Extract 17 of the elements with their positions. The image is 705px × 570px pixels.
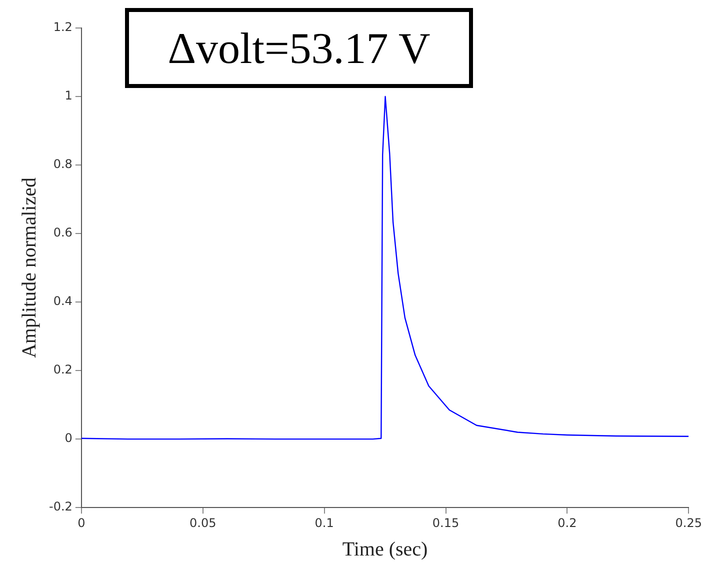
annotation: Δvolt=53.17 V (125, 8, 473, 88)
x-tick-label: 0.25 (675, 516, 702, 530)
x-tick-label: 0 (78, 516, 86, 530)
x-tick-label: 0.15 (432, 516, 460, 530)
y-tick-label: 0.2 (53, 362, 72, 377)
y-tick-label: 0.8 (53, 157, 72, 172)
x-axis-title: Time (sec) (342, 538, 428, 560)
x-tick-label: 0.2 (558, 516, 577, 530)
y-tick-label: 1.2 (53, 20, 72, 34)
y-tick-label: -0.2 (48, 500, 72, 514)
x-tick-label: 0.1 (314, 516, 334, 530)
y-tick-label: 0.6 (53, 226, 72, 240)
x-tick-label: 0.05 (190, 516, 216, 530)
y-axis-title: Amplitude normalized (18, 178, 40, 358)
y-tick-label: 1 (64, 88, 72, 103)
y-tick-label: 0 (64, 431, 72, 446)
y-tick-label: 0.4 (53, 294, 72, 308)
